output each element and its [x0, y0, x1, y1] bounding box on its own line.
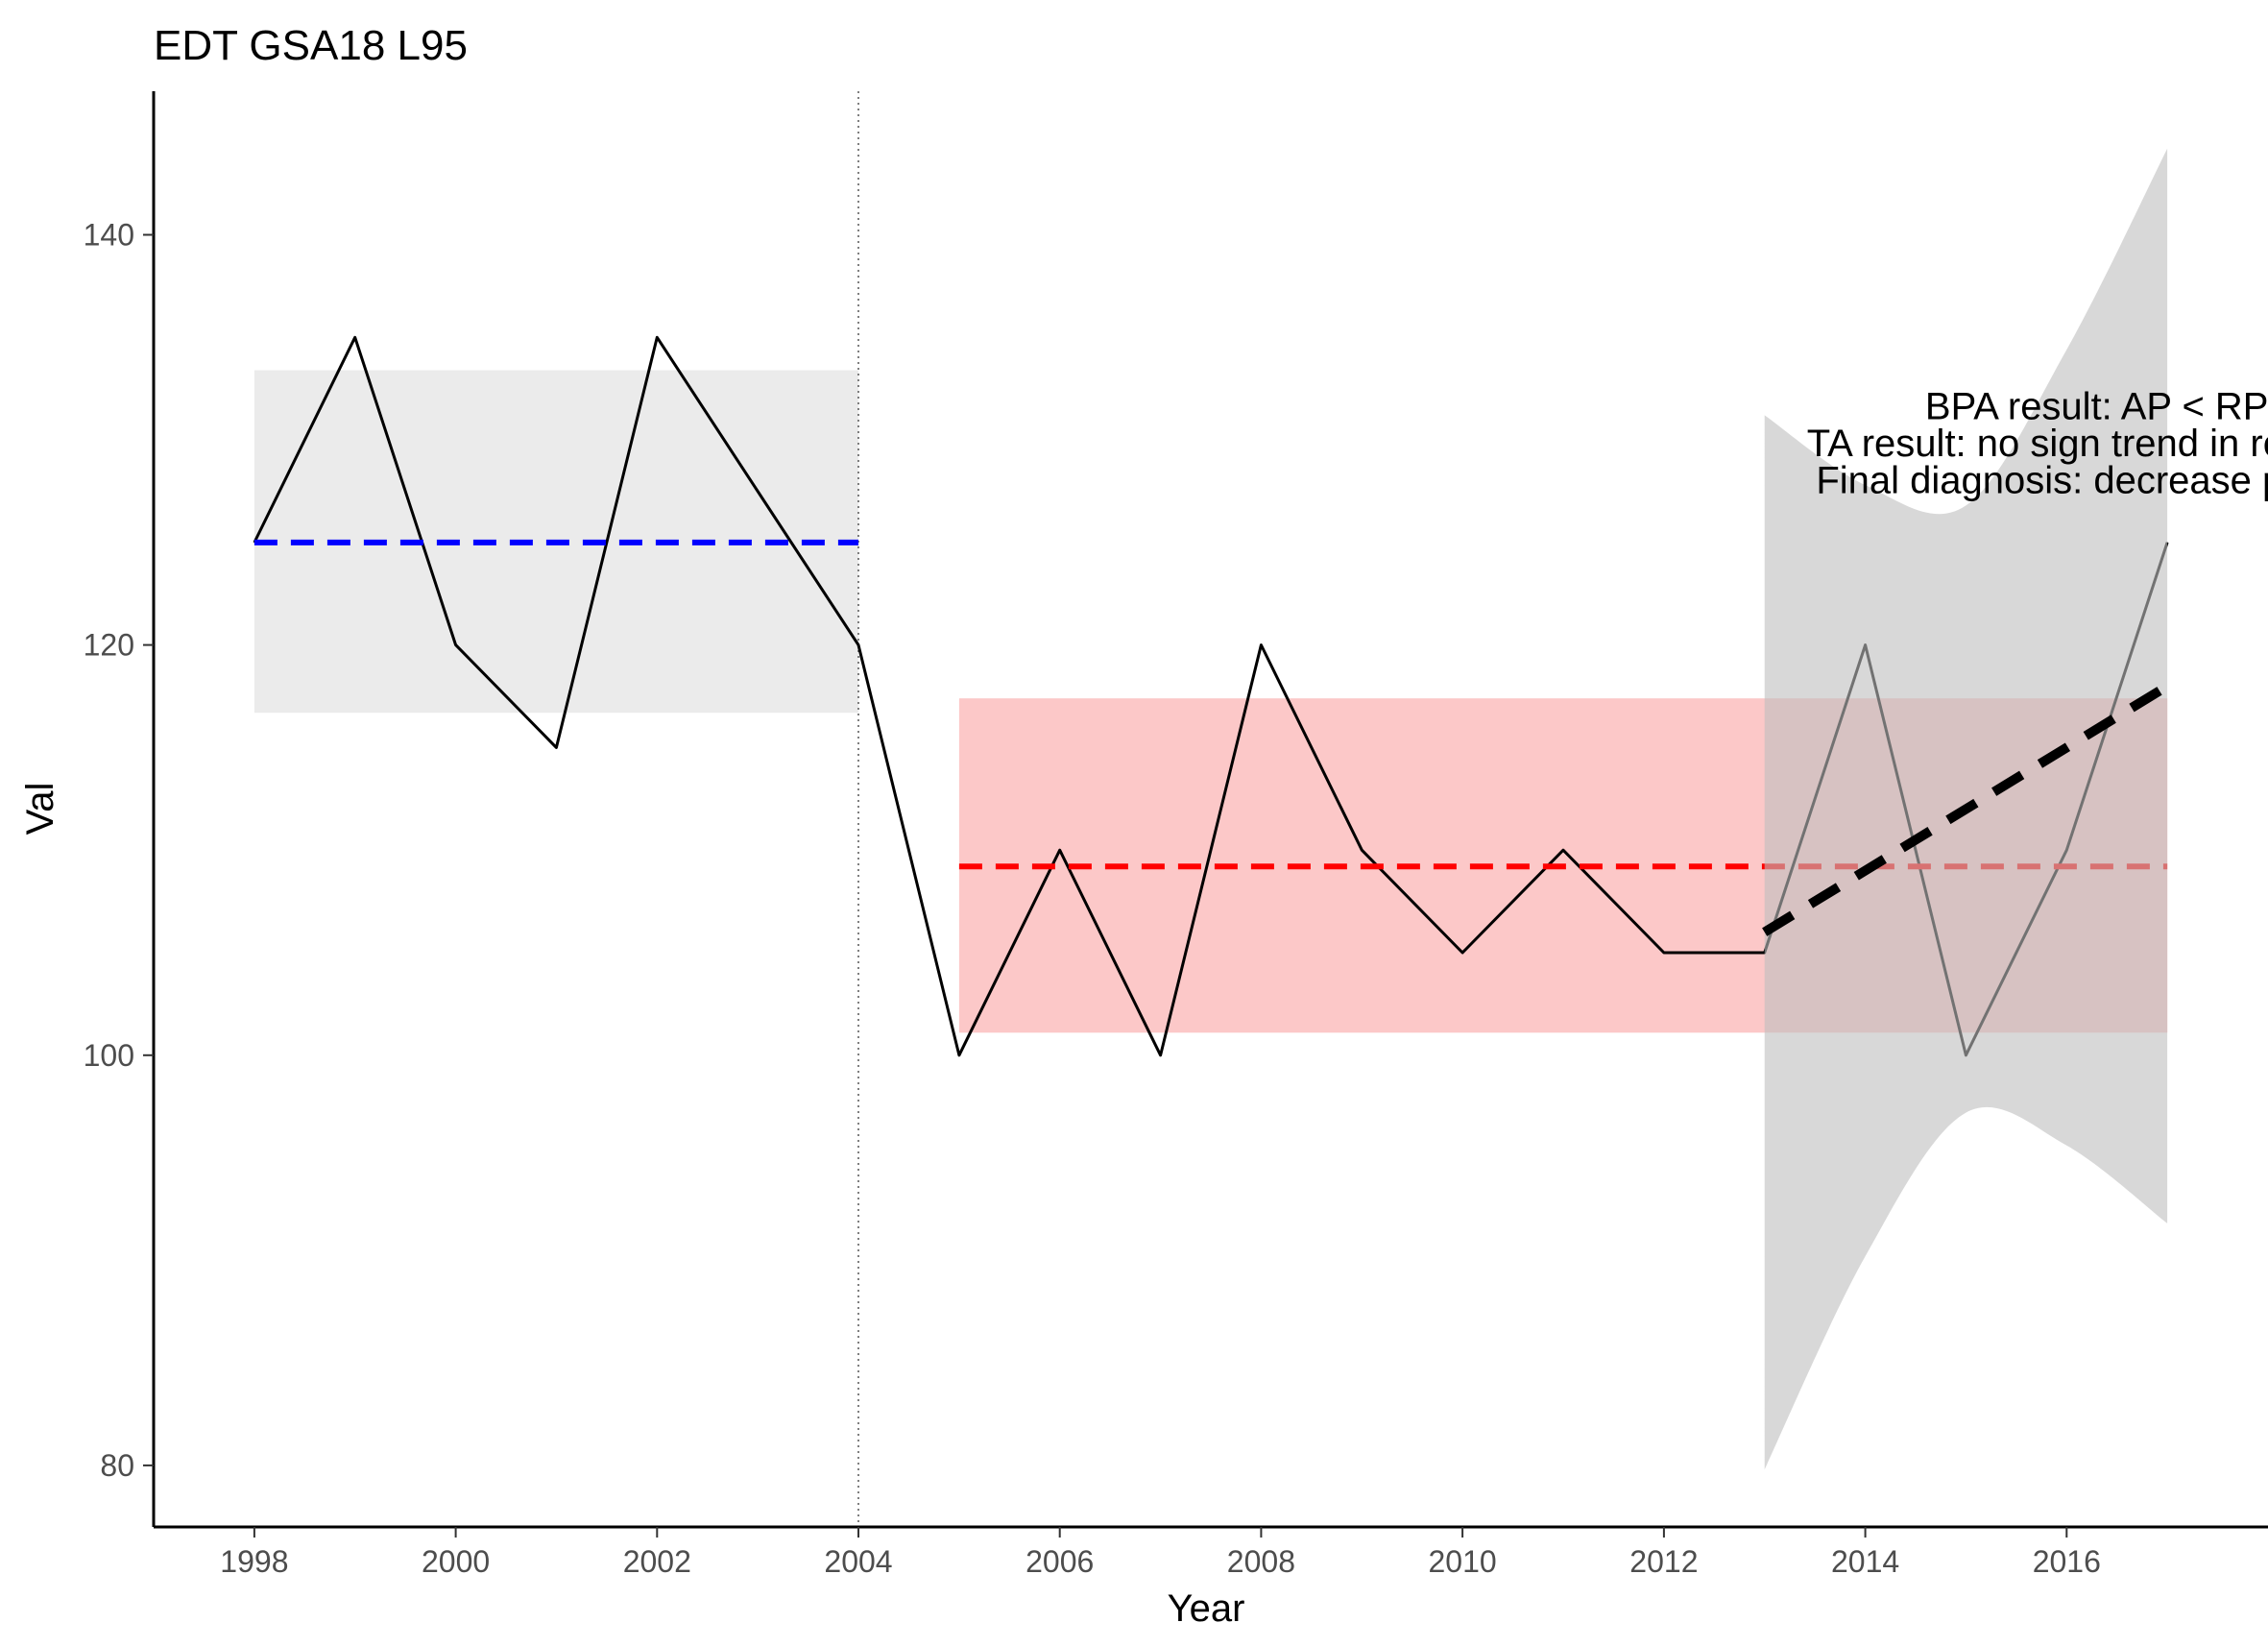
- trend-line: [1762, 682, 2170, 936]
- annotation-line: TA result: no sign trend in recent y: [1807, 423, 2268, 465]
- x-tick-label: 1998: [220, 1544, 288, 1579]
- x-tick-label: 2008: [1227, 1544, 1295, 1579]
- series-point: [455, 644, 457, 646]
- series-point: [1260, 644, 1262, 646]
- series-point: [857, 644, 859, 646]
- x-tick-label: 2014: [1831, 1544, 1899, 1579]
- series-point: [1562, 849, 1564, 851]
- y-axis-title: Val: [19, 783, 61, 836]
- x-tick-label: 2006: [1025, 1544, 1094, 1579]
- y-tick-label: 120: [84, 628, 134, 663]
- x-tick-label: 2016: [2033, 1544, 2101, 1579]
- series-point: [1160, 1054, 1162, 1056]
- series-point: [1663, 952, 1665, 954]
- series-point: [1461, 952, 1463, 954]
- x-tick-label: 2000: [422, 1544, 490, 1579]
- annotation-line: Final diagnosis: decrease pressu: [1816, 460, 2268, 502]
- series-point: [656, 336, 658, 338]
- x-tick-label: 2002: [623, 1544, 691, 1579]
- series-point: [555, 746, 557, 748]
- annotation-line: BPA result: AP < RP: [1925, 386, 2268, 428]
- y-tick-label: 140: [84, 218, 134, 253]
- chart-title: EDT GSA18 L95: [154, 22, 468, 69]
- y-tick-label: 80: [100, 1448, 134, 1483]
- x-tick-label: 2010: [1429, 1544, 1497, 1579]
- x-axis-title: Year: [1168, 1587, 1245, 1630]
- series-point: [354, 336, 356, 338]
- series-point: [757, 491, 759, 492]
- x-tick-label: 2012: [1629, 1544, 1698, 1579]
- axes: 1998 2000 2002 2004 2006 2008 2010 2012 2014 2016…: [84, 91, 2268, 1579]
- x-tick-label: 2004: [824, 1544, 892, 1579]
- y-tick-label: 100: [84, 1038, 134, 1073]
- series-point: [958, 1054, 960, 1056]
- series-point: [1361, 849, 1363, 851]
- series-point: [1059, 849, 1061, 851]
